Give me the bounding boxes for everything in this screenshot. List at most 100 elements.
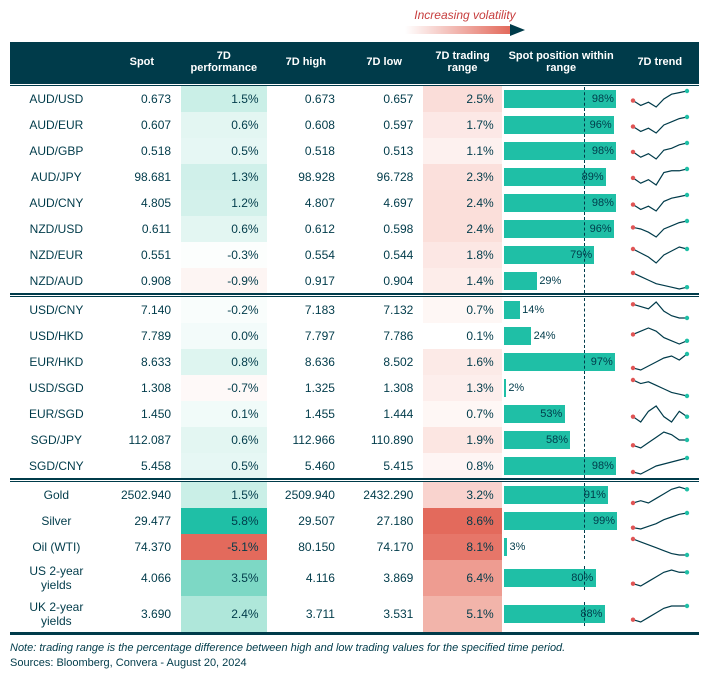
low-cell: 1.444 [345, 401, 423, 427]
spot-cell: 98.681 [103, 164, 181, 190]
spot-cell: 3.690 [103, 596, 181, 633]
position-bar-cell: 79% [502, 242, 621, 268]
col-header: 7D trend [621, 42, 699, 83]
pair-cell: UK 2-year yields [10, 596, 103, 633]
trend-spark-cell [621, 268, 699, 294]
spot-cell: 7.140 [103, 297, 181, 323]
position-bar-cell: 98% [502, 190, 621, 216]
spot-cell: 0.607 [103, 112, 181, 138]
volatility-arrow-icon [405, 24, 525, 36]
low-cell: 5.415 [345, 453, 423, 479]
col-header: 7D high [267, 42, 345, 83]
spot-cell: 0.673 [103, 86, 181, 112]
volatility-legend: Increasing volatility [390, 8, 540, 36]
pair-cell: EUR/SGD [10, 401, 103, 427]
position-bar-cell: 97% [502, 349, 621, 375]
col-header: 7D performance [181, 42, 267, 83]
perf-cell: -0.2% [181, 297, 267, 323]
high-cell: 5.460 [267, 453, 345, 479]
range-cell: 2.3% [423, 164, 501, 190]
range-cell: 0.7% [423, 297, 501, 323]
perf-cell: 0.5% [181, 453, 267, 479]
trend-spark-cell [621, 508, 699, 534]
perf-cell: 1.2% [181, 190, 267, 216]
spot-cell: 0.611 [103, 216, 181, 242]
trend-spark-cell [621, 453, 699, 479]
spot-cell: 112.087 [103, 427, 181, 453]
perf-cell: 0.6% [181, 112, 267, 138]
low-cell: 8.502 [345, 349, 423, 375]
trend-spark-cell [621, 86, 699, 112]
fx-market-table: Spot7D performance7D high7D low7D tradin… [10, 42, 699, 636]
pair-cell: USD/SGD [10, 375, 103, 401]
table-row: NZD/AUD0.908-0.9%0.9170.9041.4%29% [10, 268, 699, 294]
table-row: SGD/JPY112.0870.6%112.966110.8901.9%58% [10, 427, 699, 453]
position-bar-cell: 98% [502, 86, 621, 112]
pair-cell: Silver [10, 508, 103, 534]
high-cell: 0.917 [267, 268, 345, 294]
spot-cell: 0.908 [103, 268, 181, 294]
range-cell: 2.4% [423, 190, 501, 216]
col-header: 7D low [345, 42, 423, 83]
position-bar-cell: 58% [502, 427, 621, 453]
range-cell: 1.8% [423, 242, 501, 268]
table-row: US 2-year yields4.0663.5%4.1163.8696.4%8… [10, 560, 699, 596]
low-cell: 0.598 [345, 216, 423, 242]
range-cell: 8.1% [423, 534, 501, 560]
high-cell: 3.711 [267, 596, 345, 633]
high-cell: 80.150 [267, 534, 345, 560]
range-cell: 1.4% [423, 268, 501, 294]
low-cell: 2432.290 [345, 482, 423, 508]
perf-cell: 5.8% [181, 508, 267, 534]
position-bar-cell: 14% [502, 297, 621, 323]
pair-cell: AUD/CNY [10, 190, 103, 216]
table-row: AUD/USD0.6731.5%0.6730.6572.5%98% [10, 86, 699, 112]
table-row: UK 2-year yields3.6902.4%3.7113.5315.1%8… [10, 596, 699, 633]
range-cell: 2.4% [423, 216, 501, 242]
trend-spark-cell [621, 596, 699, 633]
pair-cell: AUD/JPY [10, 164, 103, 190]
pair-cell: NZD/USD [10, 216, 103, 242]
low-cell: 7.132 [345, 297, 423, 323]
perf-cell: 2.4% [181, 596, 267, 633]
high-cell: 2509.940 [267, 482, 345, 508]
position-bar-cell: 29% [502, 268, 621, 294]
trend-spark-cell [621, 138, 699, 164]
pair-cell: Oil (WTI) [10, 534, 103, 560]
position-bar-cell: 99% [502, 508, 621, 534]
col-header: Spot position within range [502, 42, 621, 83]
trend-spark-cell [621, 427, 699, 453]
range-cell: 1.3% [423, 375, 501, 401]
pair-cell: AUD/USD [10, 86, 103, 112]
high-cell: 29.507 [267, 508, 345, 534]
table-row: Oil (WTI)74.370-5.1%80.15074.1708.1%3% [10, 534, 699, 560]
trend-spark-cell [621, 534, 699, 560]
low-cell: 0.544 [345, 242, 423, 268]
spot-cell: 4.066 [103, 560, 181, 596]
pair-cell: SGD/CNY [10, 453, 103, 479]
position-bar-cell: 91% [502, 482, 621, 508]
trend-spark-cell [621, 323, 699, 349]
spot-cell: 8.633 [103, 349, 181, 375]
pair-cell: SGD/JPY [10, 427, 103, 453]
high-cell: 0.554 [267, 242, 345, 268]
range-cell: 0.1% [423, 323, 501, 349]
pair-cell: USD/CNY [10, 297, 103, 323]
high-cell: 0.673 [267, 86, 345, 112]
position-bar-cell: 98% [502, 138, 621, 164]
high-cell: 0.608 [267, 112, 345, 138]
range-cell: 3.2% [423, 482, 501, 508]
perf-cell: 1.5% [181, 86, 267, 112]
table-header: Spot7D performance7D high7D low7D tradin… [10, 42, 699, 83]
position-bar-cell: 89% [502, 164, 621, 190]
position-bar-cell: 24% [502, 323, 621, 349]
range-cell: 1.6% [423, 349, 501, 375]
table-body: AUD/USD0.6731.5%0.6730.6572.5%98% AUD/EU… [10, 83, 699, 636]
separator-row [10, 634, 699, 636]
high-cell: 8.636 [267, 349, 345, 375]
pair-cell: USD/HKD [10, 323, 103, 349]
perf-cell: 0.5% [181, 138, 267, 164]
trend-spark-cell [621, 297, 699, 323]
trend-spark-cell [621, 164, 699, 190]
spot-cell: 74.370 [103, 534, 181, 560]
